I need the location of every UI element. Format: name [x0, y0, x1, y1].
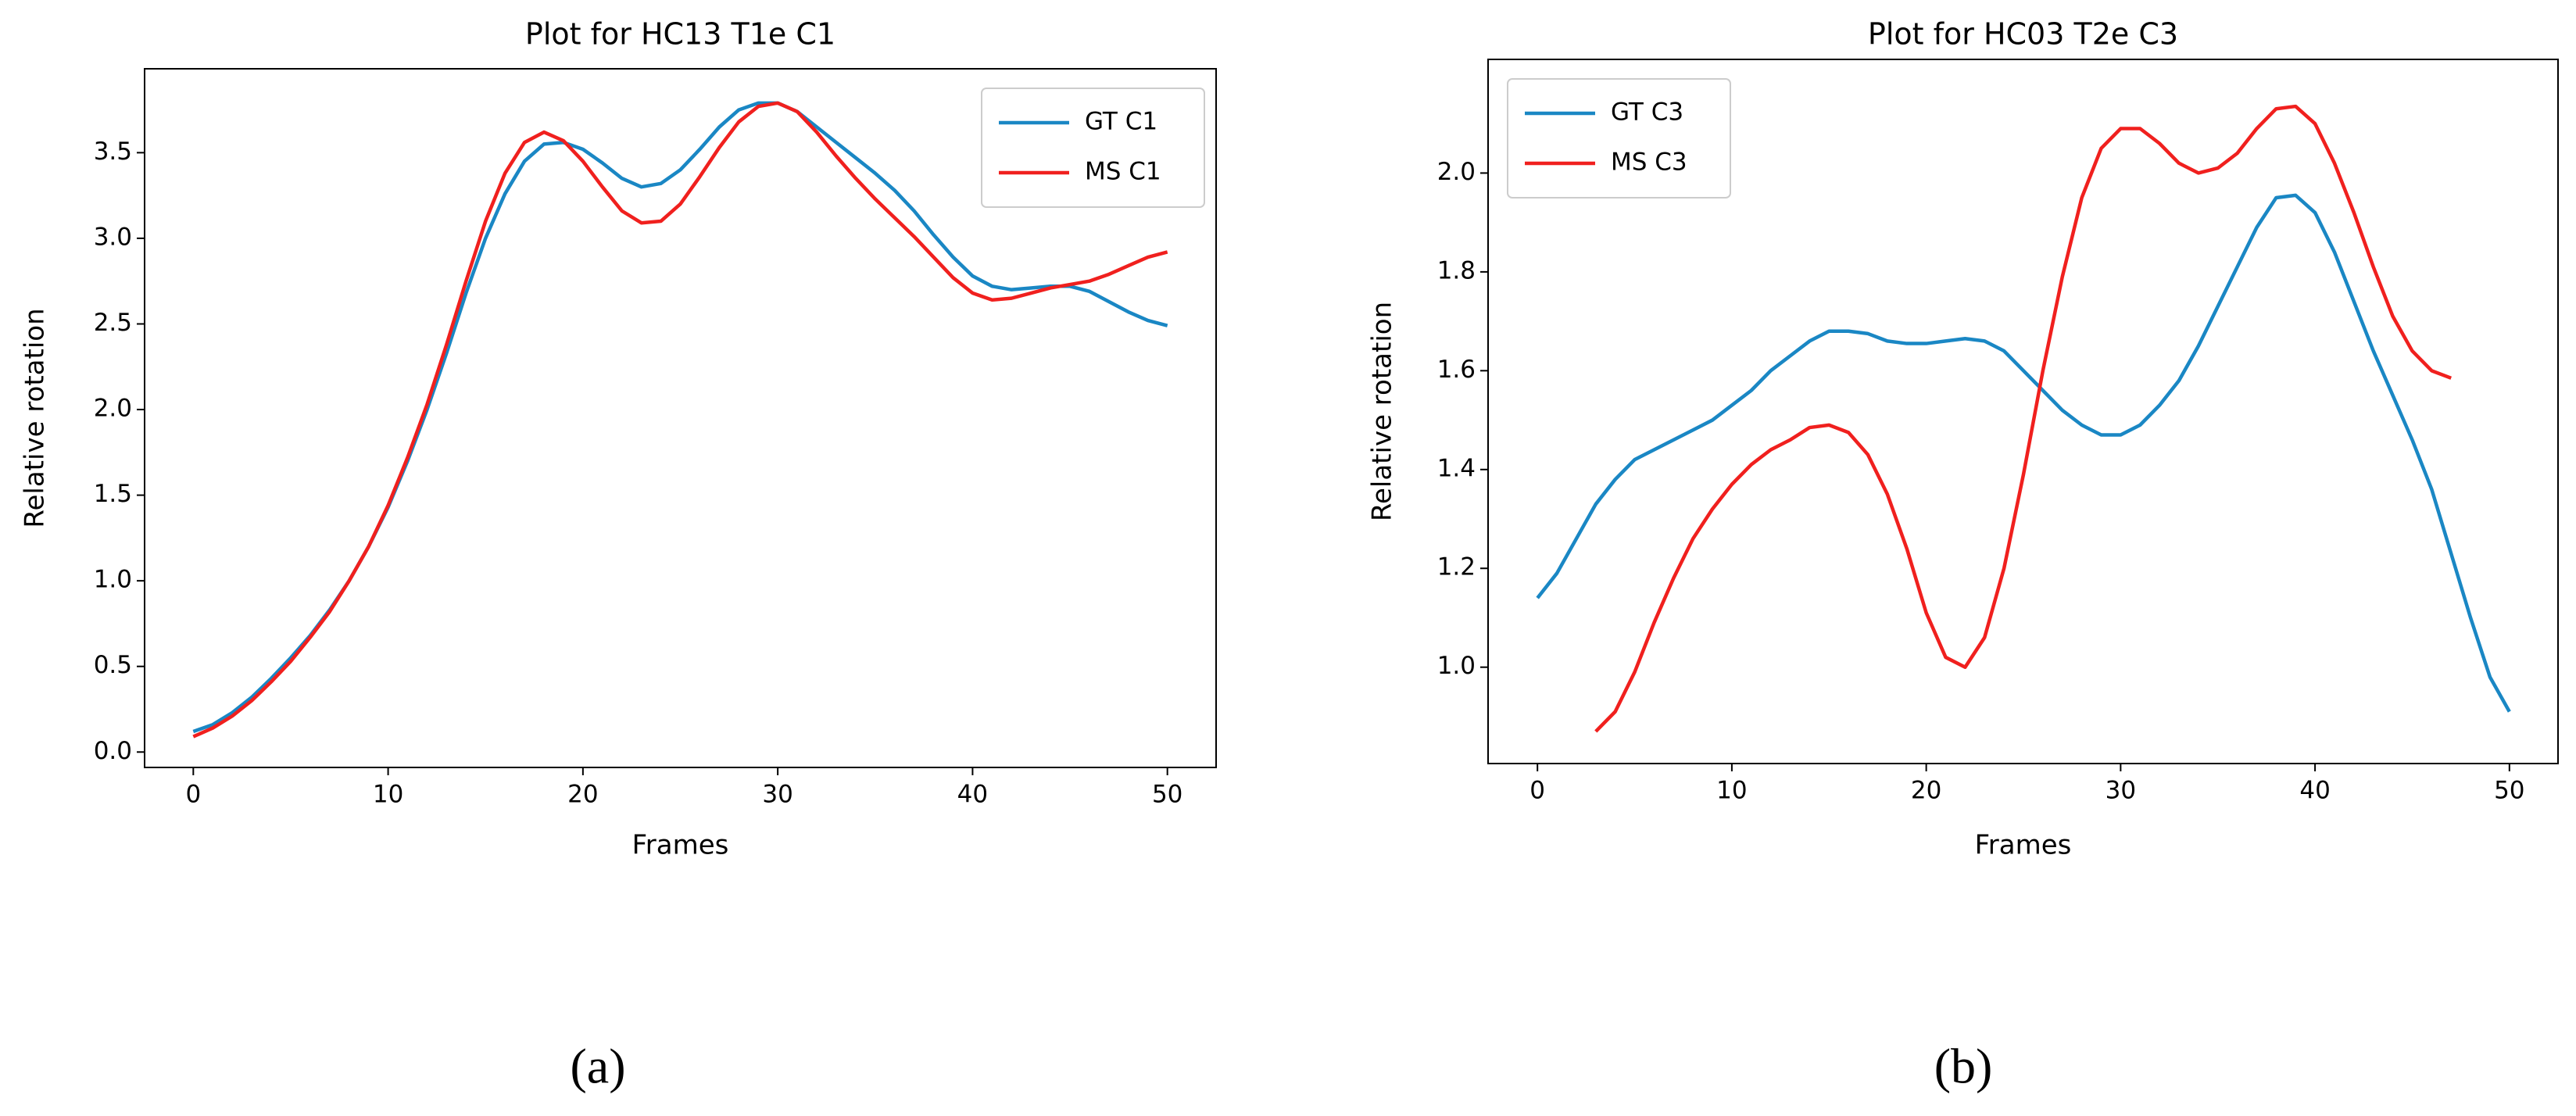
x-tick-label: 0 — [1530, 777, 1545, 805]
y-tick-label: 0.5 — [94, 651, 132, 679]
x-tick-label: 40 — [2299, 777, 2330, 805]
y-tick-label: 1.4 — [1437, 454, 1476, 482]
y-axis-label: Relative rotation — [1367, 302, 1398, 521]
x-tick-label: 10 — [1716, 777, 1747, 805]
x-axis-label: Frames — [632, 830, 729, 861]
y-tick-label: 2.0 — [94, 395, 132, 423]
y-tick-label: 3.5 — [94, 138, 132, 166]
x-tick-label: 40 — [957, 781, 988, 809]
series-line — [192, 101, 1168, 739]
y-tick-label: 1.2 — [1437, 553, 1476, 581]
y-tick-label: 0.0 — [94, 737, 132, 765]
x-tick-label: 10 — [373, 781, 403, 809]
x-tick-label: 0 — [185, 781, 201, 809]
plot-frame — [144, 68, 1217, 768]
y-tick-label: 1.6 — [1437, 356, 1476, 384]
series-line — [1536, 193, 2511, 713]
x-tick-label: 50 — [2494, 777, 2524, 805]
x-axis-label: Frames — [1975, 830, 2072, 861]
x-tick-label: 30 — [2106, 777, 2136, 805]
legend-box — [981, 88, 1205, 208]
x-tick-label: 20 — [1911, 777, 1941, 805]
series-line — [1594, 104, 2453, 733]
y-axis-label: Relative rotation — [20, 308, 51, 528]
y-tick-label: 1.8 — [1437, 256, 1476, 284]
y-tick-label: 1.0 — [94, 566, 132, 594]
legend-label: MS C3 — [1611, 148, 1687, 177]
y-tick-label: 1.5 — [94, 480, 132, 508]
plot-frame — [1487, 59, 2559, 764]
x-tick-label: 30 — [762, 781, 792, 809]
y-tick-label: 2.0 — [1437, 158, 1476, 186]
x-tick-label: 20 — [567, 781, 598, 809]
y-tick-label: 3.0 — [94, 223, 132, 251]
x-tick-label: 50 — [1152, 781, 1182, 809]
caption: (b) — [1934, 1039, 1993, 1094]
y-tick-label: 1.0 — [1437, 652, 1476, 680]
legend-label: GT C3 — [1611, 98, 1683, 127]
chart-title: Plot for HC13 T1e C1 — [525, 17, 835, 52]
y-tick-label: 2.5 — [94, 309, 132, 337]
legend-box — [1507, 78, 1731, 199]
chart-title: Plot for HC03 T2e C3 — [1868, 17, 2178, 52]
caption: (a) — [570, 1039, 625, 1094]
legend-label: GT C1 — [1085, 108, 1157, 136]
legend-label: MS C1 — [1085, 158, 1161, 186]
